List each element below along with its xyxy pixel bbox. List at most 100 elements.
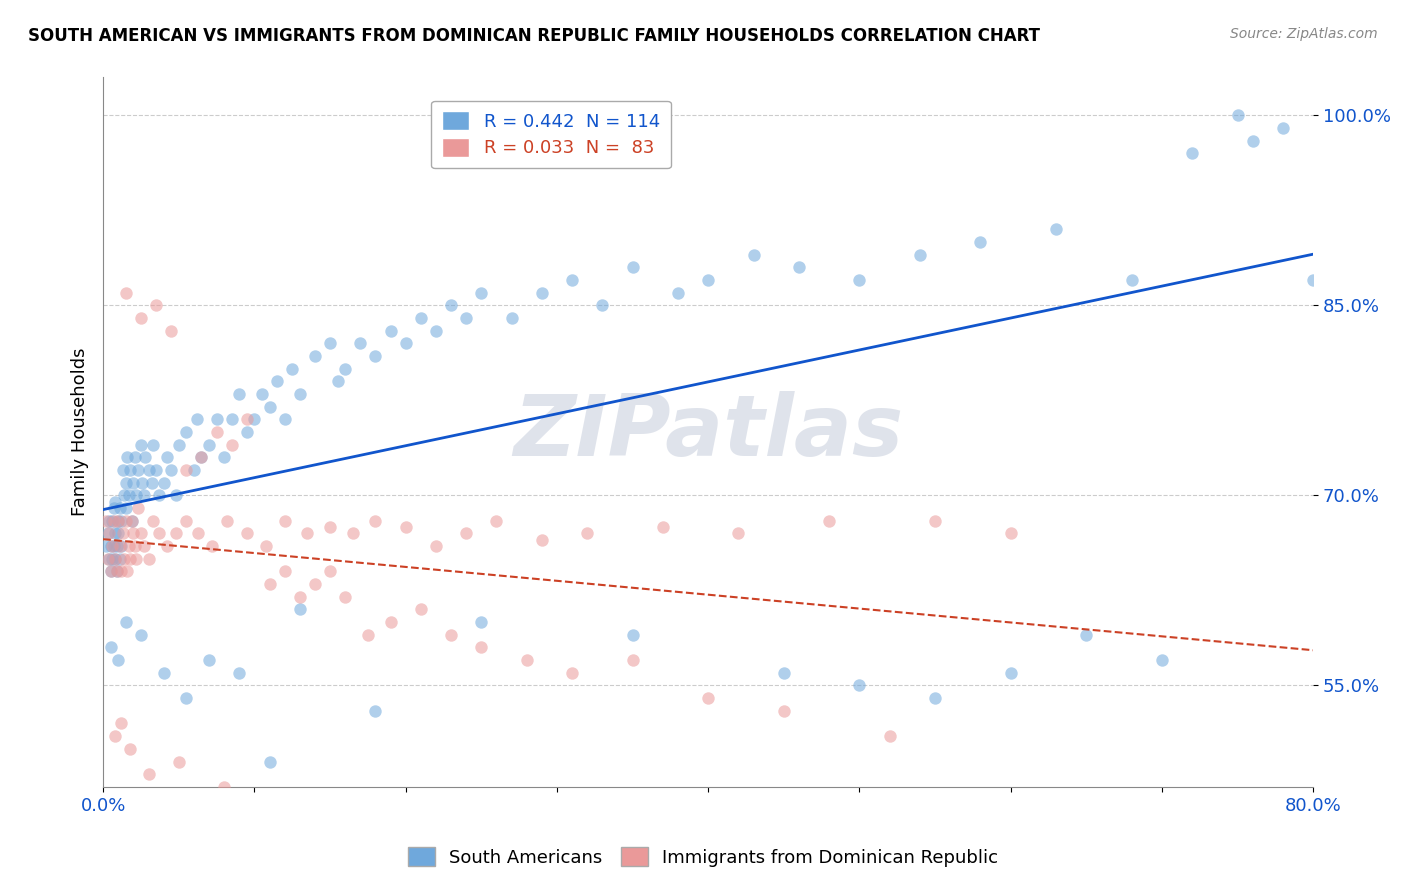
Point — [110, 514, 132, 528]
Point — [228, 665, 250, 680]
Point — [357, 628, 380, 642]
Point — [697, 691, 720, 706]
Point — [127, 501, 149, 516]
Point — [124, 539, 146, 553]
Point — [409, 311, 432, 326]
Point — [1241, 134, 1264, 148]
Point — [456, 311, 478, 326]
Point — [1347, 108, 1369, 122]
Point — [156, 450, 179, 465]
Point — [205, 425, 228, 439]
Point — [772, 665, 794, 680]
Point — [1333, 121, 1355, 136]
Point — [176, 514, 198, 528]
Point — [501, 311, 523, 326]
Point — [266, 375, 288, 389]
Point — [212, 780, 235, 794]
Point — [145, 298, 167, 312]
Point — [104, 551, 127, 566]
Point — [101, 551, 124, 566]
Point — [1181, 146, 1204, 161]
Point — [103, 501, 125, 516]
Point — [134, 450, 156, 465]
Point — [111, 463, 134, 477]
Point — [129, 628, 152, 642]
Point — [621, 628, 644, 642]
Point — [104, 495, 127, 509]
Point — [152, 475, 174, 490]
Point — [666, 285, 689, 300]
Point — [138, 767, 160, 781]
Point — [621, 260, 644, 275]
Point — [818, 514, 841, 528]
Point — [105, 565, 128, 579]
Point — [727, 526, 749, 541]
Point — [924, 514, 946, 528]
Point — [127, 463, 149, 477]
Point — [118, 539, 141, 553]
Point — [924, 691, 946, 706]
Point — [380, 324, 402, 338]
Point — [112, 551, 135, 566]
Point — [103, 539, 125, 553]
Point — [1272, 121, 1295, 136]
Point — [591, 298, 613, 312]
Point — [100, 565, 122, 579]
Point — [221, 412, 243, 426]
Point — [380, 615, 402, 629]
Point — [156, 539, 179, 553]
Point — [364, 704, 387, 718]
Point — [742, 248, 765, 262]
Point — [250, 387, 273, 401]
Point — [96, 539, 118, 553]
Point — [152, 665, 174, 680]
Point — [96, 514, 118, 528]
Point — [470, 640, 492, 655]
Point — [104, 526, 127, 541]
Point — [100, 539, 122, 553]
Point — [165, 488, 187, 502]
Point — [131, 475, 153, 490]
Point — [1045, 222, 1067, 236]
Point — [118, 488, 141, 502]
Point — [297, 526, 319, 541]
Point — [198, 438, 221, 452]
Legend: R = 0.442  N = 114, R = 0.033  N =  83: R = 0.442 N = 114, R = 0.033 N = 83 — [432, 101, 671, 169]
Text: SOUTH AMERICAN VS IMMIGRANTS FROM DOMINICAN REPUBLIC FAMILY HOUSEHOLDS CORRELATI: SOUTH AMERICAN VS IMMIGRANTS FROM DOMINI… — [28, 27, 1040, 45]
Point — [148, 526, 170, 541]
Point — [183, 463, 205, 477]
Point — [256, 539, 278, 553]
Point — [186, 412, 208, 426]
Point — [176, 691, 198, 706]
Point — [273, 565, 295, 579]
Point — [288, 590, 311, 604]
Point — [125, 551, 148, 566]
Point — [190, 450, 212, 465]
Point — [104, 551, 127, 566]
Point — [908, 248, 931, 262]
Point — [259, 577, 281, 591]
Point — [621, 653, 644, 667]
Point — [259, 755, 281, 769]
Point — [198, 653, 221, 667]
Point — [114, 615, 136, 629]
Point — [125, 488, 148, 502]
Point — [576, 526, 599, 541]
Point — [129, 311, 152, 326]
Point — [1226, 108, 1249, 122]
Point — [97, 551, 120, 566]
Point — [440, 628, 463, 642]
Point — [110, 716, 132, 731]
Point — [205, 412, 228, 426]
Point — [120, 742, 142, 756]
Point — [1302, 273, 1324, 287]
Point — [160, 324, 183, 338]
Point — [273, 412, 295, 426]
Point — [304, 577, 326, 591]
Point — [167, 755, 190, 769]
Point — [561, 665, 583, 680]
Point — [395, 520, 418, 534]
Point — [1362, 285, 1385, 300]
Point — [304, 349, 326, 363]
Point — [425, 539, 447, 553]
